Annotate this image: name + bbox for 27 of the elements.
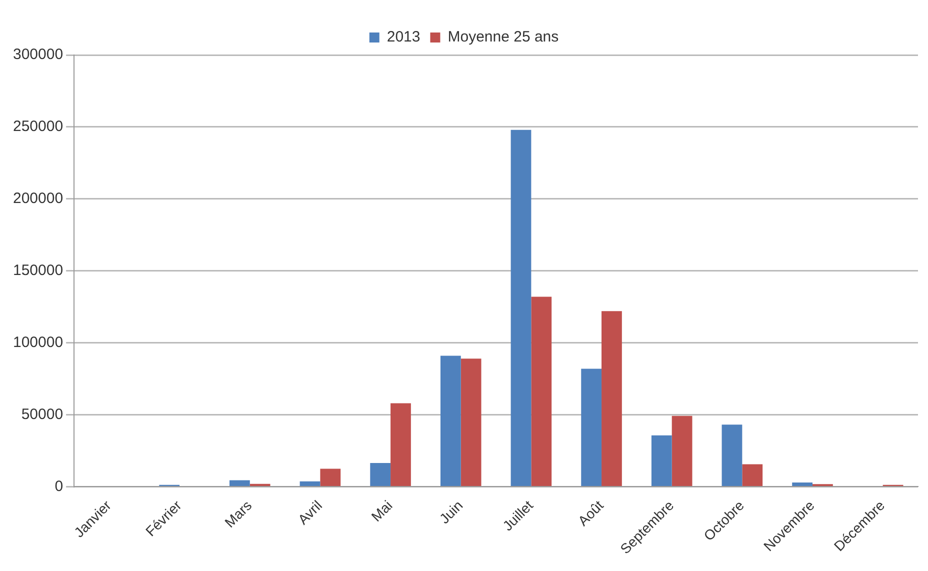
bar: [390, 403, 411, 486]
bar: [651, 435, 672, 486]
legend-label: Moyenne 25 ans: [448, 28, 559, 46]
bar: [440, 356, 461, 486]
y-tick-label: 0: [54, 478, 64, 495]
bar: [581, 368, 602, 486]
y-tick-label: 150000: [12, 262, 64, 279]
bar: [531, 296, 552, 486]
bar: [510, 130, 532, 486]
x-tick-label: Juin: [436, 497, 466, 527]
y-tick-label: 300000: [12, 46, 64, 64]
bar: [722, 424, 742, 486]
bar: [602, 311, 622, 486]
y-tick-label: 100000: [12, 334, 64, 351]
bar: [672, 416, 692, 486]
bar: [370, 462, 391, 486]
bar: [792, 482, 813, 486]
bar: [229, 480, 250, 486]
bar: [320, 468, 341, 486]
bar: [460, 358, 482, 486]
y-tick-label: 200000: [12, 190, 64, 208]
y-tick-label: 250000: [12, 118, 64, 136]
x-tick-label: Mai: [368, 497, 396, 524]
bar: [300, 481, 320, 486]
y-tick-label: 50000: [21, 406, 64, 423]
bar: [742, 464, 763, 486]
legend-label: 2013: [386, 28, 420, 46]
